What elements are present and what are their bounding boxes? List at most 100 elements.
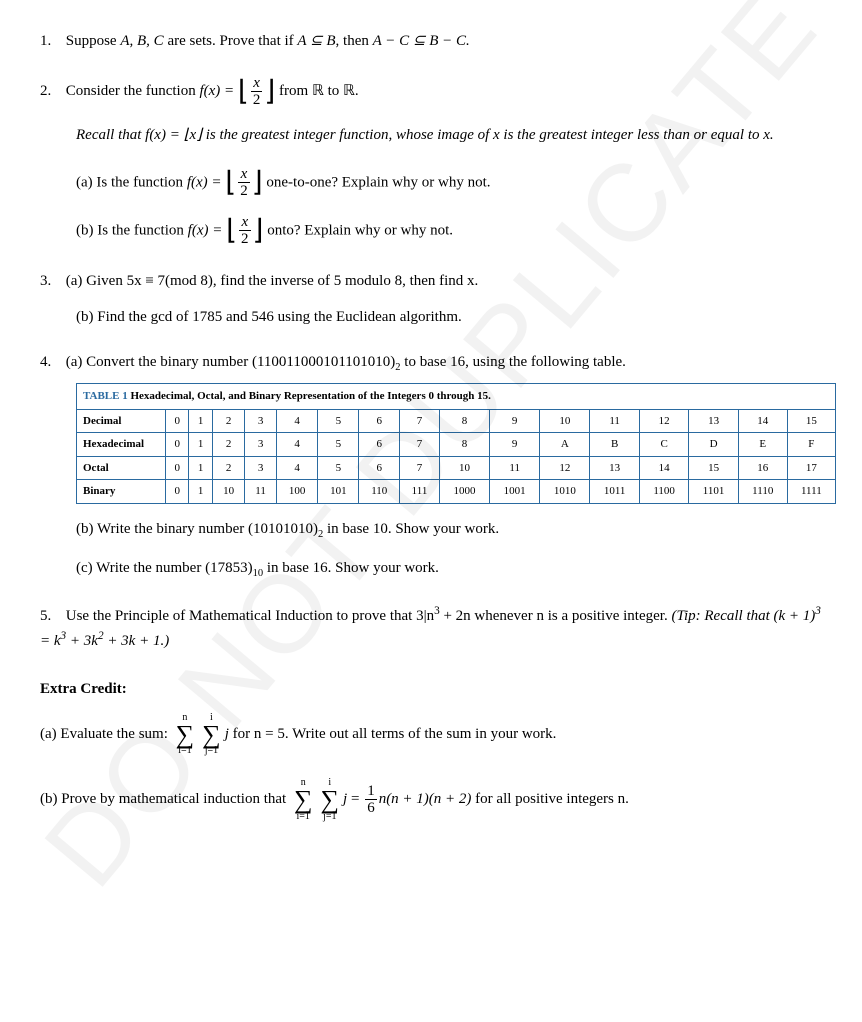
- table-title-blue: TABLE 1: [83, 390, 128, 402]
- cell: 17: [787, 456, 835, 480]
- cell: 4: [276, 409, 317, 433]
- cell: 11: [245, 480, 277, 504]
- q1-mid: are sets. Prove that if: [164, 33, 298, 49]
- cell: B: [590, 433, 639, 457]
- cell: 3: [245, 433, 277, 457]
- floor-right-icon: ⌋: [264, 76, 275, 107]
- q2a-post: one-to-one? Explain why or why not.: [263, 174, 491, 190]
- real-r-1: ℝ: [312, 83, 324, 99]
- q2b-bot: 2: [239, 231, 251, 248]
- cell: 12: [540, 456, 590, 480]
- q2a-fn: f(x) =: [187, 174, 225, 190]
- q4a: (a) Convert the binary number (110011000…: [66, 354, 626, 370]
- cell: 6: [359, 409, 400, 433]
- q5-tip3: + 3k: [66, 633, 98, 649]
- floor-left-icon: ⌊: [226, 215, 237, 246]
- q4b-post: in base 10. Show your work.: [323, 521, 499, 537]
- cell: 14: [738, 409, 787, 433]
- sum-inner-icon: i∑j=1: [202, 713, 221, 756]
- real-r-2: ℝ: [343, 83, 355, 99]
- cell: 101: [318, 480, 359, 504]
- eb-post: for all positive integers n.: [471, 791, 628, 807]
- q1-lead: Suppose: [66, 33, 121, 49]
- cell: 111: [400, 480, 440, 504]
- table-row-decimal: Decimal 0123456789101112131415: [77, 409, 836, 433]
- q5-a: Use the Principle of Mathematical Induct…: [66, 608, 434, 624]
- q5-number: 5.: [40, 605, 62, 628]
- cell: 7: [400, 433, 440, 457]
- cell: 13: [689, 409, 738, 433]
- cell: 8: [439, 409, 489, 433]
- eb-bot2: j=1: [321, 812, 340, 822]
- table-row-hex: Hexadecimal 0123456789ABCDEF: [77, 433, 836, 457]
- floor-right-icon: ⌋: [252, 167, 263, 198]
- q2-fn: f(x) =: [199, 83, 237, 99]
- cell: 15: [787, 409, 835, 433]
- eb-fb: 6: [365, 800, 377, 817]
- q2a-frac: x2: [238, 166, 250, 200]
- q4c-post: in base 16. Show your work.: [263, 560, 439, 576]
- cell: 1: [189, 456, 212, 480]
- cell: 2: [212, 456, 244, 480]
- cell: F: [787, 433, 835, 457]
- question-4: 4. (a) Convert the binary number (110011…: [40, 351, 822, 582]
- ea-post: for n = 5. Write out all terms of the su…: [233, 726, 557, 742]
- cell: 1010: [540, 480, 590, 504]
- cell: 100: [276, 480, 317, 504]
- cell: E: [738, 433, 787, 457]
- cell: 5: [318, 433, 359, 457]
- q2b-post: onto? Explain why or why not.: [263, 222, 453, 238]
- q2-lead: Consider the function f(x) = ⌊x2⌋ from ℝ…: [66, 83, 359, 99]
- q4b: (b) Write the binary number (10101010)2 …: [76, 518, 822, 543]
- q3b: (b) Find the gcd of 1785 and 546 using t…: [76, 306, 822, 329]
- q5-text: Use the Principle of Mathematical Induct…: [40, 608, 821, 649]
- q5-tip2: = k: [40, 633, 61, 649]
- sum-outer-b-icon: n∑i=1: [294, 778, 313, 821]
- cell: 0: [166, 433, 189, 457]
- q2-from: from: [275, 83, 312, 99]
- q2b-frac: x2: [239, 214, 251, 248]
- q3b-text: Find the gcd of 1785 and 546 using the E…: [97, 309, 462, 325]
- q1-text: Suppose A, B, C are sets. Prove that if …: [66, 33, 470, 49]
- q1-sets: A, B, C: [120, 33, 163, 49]
- eb-pre: Prove by mathematical induction that: [61, 791, 290, 807]
- ea-bot1: i=1: [176, 746, 195, 756]
- floor-left-icon: ⌊: [238, 76, 249, 107]
- cell: 6: [359, 433, 400, 457]
- question-5: 5. Use the Principle of Mathematical Ind…: [40, 603, 822, 652]
- q5-tip4: + 3k + 1.): [104, 633, 170, 649]
- cell: 4: [276, 456, 317, 480]
- extra-a: (a) Evaluate the sum: n∑i=1i∑j=1j for n …: [40, 713, 822, 756]
- cell: 10: [540, 409, 590, 433]
- cell: 6: [359, 456, 400, 480]
- q2-frac-bot: 2: [251, 92, 263, 109]
- q2b-fn: f(x) =: [188, 222, 226, 238]
- cell: 3: [245, 456, 277, 480]
- q2a-pre: Is the function: [96, 174, 186, 190]
- hex-table: TABLE 1 Hexadecimal, Octal, and Binary R…: [76, 383, 836, 504]
- cell: 11: [590, 409, 639, 433]
- cell: 0: [166, 409, 189, 433]
- q5-b: + 2n whenever n is a positive integer.: [440, 608, 672, 624]
- question-2: 2. Consider the function f(x) = ⌊x2⌋ fro…: [40, 75, 822, 248]
- cell: 1: [189, 409, 212, 433]
- table-title-rest: Hexadecimal, Octal, and Binary Represent…: [128, 390, 491, 402]
- q4a-post: to base 16, using the following table.: [401, 354, 626, 370]
- cell: 1001: [490, 480, 540, 504]
- cell: 13: [590, 456, 639, 480]
- cell: 10: [212, 480, 244, 504]
- cell: 1100: [639, 480, 688, 504]
- cell: 3: [245, 409, 277, 433]
- cell: 110: [359, 480, 400, 504]
- q1-concl: A − C ⊆ B − C.: [373, 33, 470, 49]
- cell: 16: [738, 456, 787, 480]
- q2-frac-top: x: [253, 75, 260, 91]
- question-1: 1. Suppose A, B, C are sets. Prove that …: [40, 30, 822, 53]
- row-label-dec: Decimal: [77, 409, 166, 433]
- cell: D: [689, 433, 738, 457]
- cell: 14: [639, 456, 688, 480]
- eb-rhs: n(n + 1)(n + 2): [379, 791, 472, 807]
- q2a: (a) Is the function f(x) = ⌊x2⌋ one-to-o…: [76, 166, 822, 200]
- cell: 1110: [738, 480, 787, 504]
- cell: 7: [400, 409, 440, 433]
